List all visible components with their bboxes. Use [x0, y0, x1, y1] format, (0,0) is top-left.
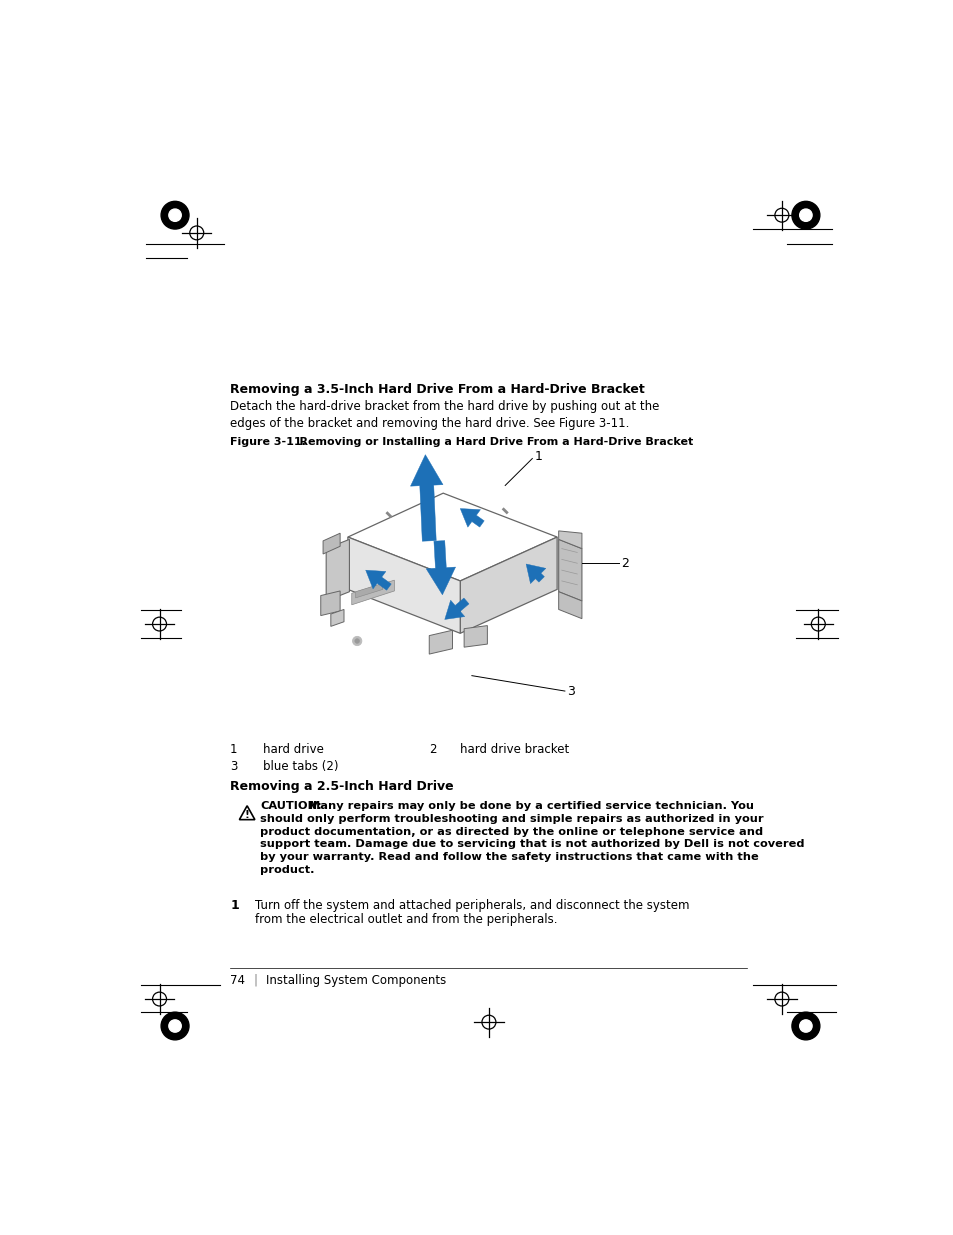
Text: from the electrical outlet and from the peripherals.: from the electrical outlet and from the … — [254, 913, 557, 926]
Circle shape — [355, 638, 359, 643]
Text: CAUTION:: CAUTION: — [260, 802, 322, 811]
Text: by your warranty. Read and follow the safety instructions that came with the: by your warranty. Read and follow the sa… — [260, 852, 759, 862]
Text: hard drive bracket: hard drive bracket — [459, 743, 569, 756]
Text: Installing System Components: Installing System Components — [266, 973, 446, 987]
Text: 1: 1 — [230, 743, 237, 756]
Circle shape — [161, 1013, 189, 1040]
Text: product documentation, or as directed by the online or telephone service and: product documentation, or as directed by… — [260, 826, 762, 836]
Text: Removing or Installing a Hard Drive From a Hard-Drive Bracket: Removing or Installing a Hard Drive From… — [284, 437, 693, 447]
Polygon shape — [459, 509, 484, 527]
Text: !: ! — [244, 810, 250, 820]
Text: support team. Damage due to servicing that is not authorized by Dell is not cove: support team. Damage due to servicing th… — [260, 840, 804, 850]
Polygon shape — [348, 493, 557, 580]
Polygon shape — [352, 580, 394, 605]
Polygon shape — [365, 571, 391, 590]
Polygon shape — [558, 592, 581, 619]
Text: 3: 3 — [567, 684, 575, 698]
Polygon shape — [525, 564, 545, 584]
Text: hard drive: hard drive — [262, 743, 323, 756]
Text: Removing a 3.5-Inch Hard Drive From a Hard-Drive Bracket: Removing a 3.5-Inch Hard Drive From a Ha… — [230, 383, 644, 396]
Polygon shape — [355, 583, 382, 598]
Polygon shape — [410, 454, 442, 541]
Text: |: | — [253, 973, 257, 987]
Polygon shape — [464, 626, 487, 647]
Polygon shape — [331, 609, 344, 626]
Text: should only perform troubleshooting and simple repairs as authorized in your: should only perform troubleshooting and … — [260, 814, 763, 824]
Circle shape — [799, 1020, 811, 1032]
Polygon shape — [558, 531, 581, 548]
Polygon shape — [558, 540, 581, 601]
Text: 74: 74 — [230, 973, 245, 987]
Circle shape — [161, 201, 189, 228]
Text: product.: product. — [260, 864, 314, 874]
Text: Many repairs may only be done by a certified service technician. You: Many repairs may only be done by a certi… — [305, 802, 754, 811]
Text: Removing a 2.5-Inch Hard Drive: Removing a 2.5-Inch Hard Drive — [230, 779, 454, 793]
Circle shape — [353, 636, 361, 646]
Text: 3: 3 — [230, 761, 237, 773]
Text: Detach the hard-drive bracket from the hard drive by pushing out at the
edges of: Detach the hard-drive bracket from the h… — [230, 400, 659, 431]
Circle shape — [169, 209, 181, 221]
Polygon shape — [459, 537, 557, 634]
Polygon shape — [348, 537, 459, 634]
Text: 2: 2 — [620, 557, 629, 569]
Polygon shape — [429, 630, 452, 655]
Text: Figure 3-11.: Figure 3-11. — [230, 437, 306, 447]
Text: 1: 1 — [230, 899, 238, 911]
Polygon shape — [426, 541, 456, 595]
Polygon shape — [444, 598, 469, 620]
Polygon shape — [323, 534, 340, 555]
Text: Turn off the system and attached peripherals, and disconnect the system: Turn off the system and attached periphe… — [254, 899, 689, 911]
Circle shape — [791, 201, 819, 228]
Polygon shape — [326, 540, 349, 601]
Text: 1: 1 — [534, 450, 542, 463]
Circle shape — [791, 1013, 819, 1040]
Text: 2: 2 — [429, 743, 436, 756]
Polygon shape — [239, 805, 254, 820]
Text: blue tabs (2): blue tabs (2) — [262, 761, 337, 773]
Circle shape — [169, 1020, 181, 1032]
Polygon shape — [320, 592, 340, 615]
Circle shape — [799, 209, 811, 221]
